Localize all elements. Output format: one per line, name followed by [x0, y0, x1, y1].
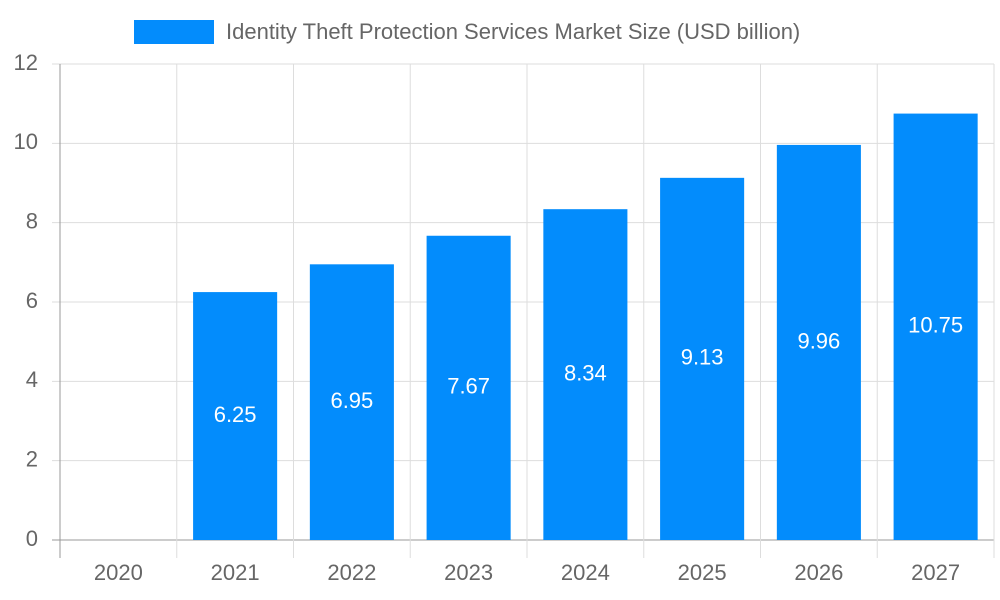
x-tick-label: 2026: [794, 560, 843, 585]
legend: Identity Theft Protection Services Marke…: [134, 19, 800, 44]
x-tick-label: 2022: [327, 560, 376, 585]
value-label: 10.75: [908, 313, 963, 338]
y-tick-label: 8: [26, 208, 38, 233]
y-tick-label: 10: [14, 129, 38, 154]
bar: [776, 144, 861, 541]
bar: [426, 235, 511, 541]
bar: [660, 177, 745, 541]
y-tick-label: 4: [26, 367, 38, 392]
x-tick-label: 2023: [444, 560, 493, 585]
x-tick-label: 2021: [211, 560, 260, 585]
y-tick-label: 12: [14, 50, 38, 75]
legend-label: Identity Theft Protection Services Marke…: [226, 19, 800, 44]
x-tick-label: 2025: [678, 560, 727, 585]
y-tick-label: 6: [26, 288, 38, 313]
x-tick-label: 2027: [911, 560, 960, 585]
value-label: 6.95: [330, 388, 373, 413]
value-label: 9.13: [681, 345, 724, 370]
y-tick-label: 2: [26, 446, 38, 471]
x-tick-label: 2020: [94, 560, 143, 585]
value-label: 8.34: [564, 360, 607, 385]
y-tick-label: 0: [26, 526, 38, 551]
value-label: 9.96: [797, 328, 840, 353]
bar: [309, 264, 394, 540]
value-label: 6.25: [214, 402, 257, 427]
x-tick-label: 2024: [561, 560, 610, 585]
bar: [193, 292, 278, 540]
bar: [893, 113, 978, 540]
value-label: 7.67: [447, 374, 490, 399]
bar: [543, 209, 628, 540]
legend-swatch: [134, 20, 214, 44]
